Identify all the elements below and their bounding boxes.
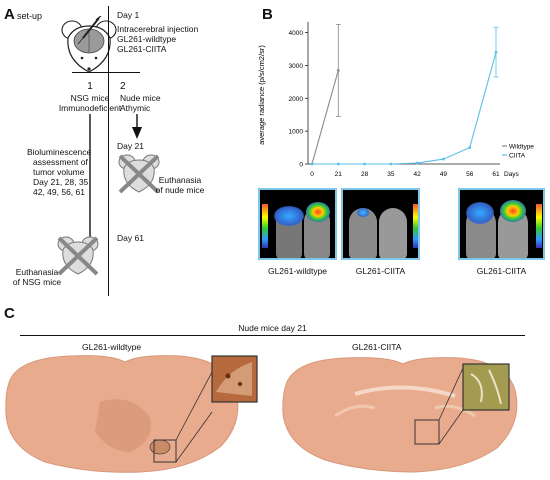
data-point-ciita — [389, 162, 393, 166]
day1-label: Day 1 — [117, 10, 140, 20]
x-tick-label: 56 — [466, 171, 474, 178]
image-label-ciita-1: GL261-CIITA — [355, 266, 406, 276]
euthanized-nsg-mouse-icon — [57, 236, 99, 276]
injection-line-1: Intracerebral injection — [117, 24, 199, 34]
euth-nsg-line-2: of NSG mice — [12, 277, 62, 287]
arm1-line-1: NSG mice — [70, 93, 110, 103]
biolum-line-3: tumor volume — [33, 167, 85, 177]
y-tick-label: 2000 — [289, 96, 304, 103]
y-tick-label: 0 — [299, 162, 303, 169]
panel-c-left-label: GL261-wildtype — [82, 342, 142, 352]
x-tick-label: 49 — [440, 171, 448, 178]
x-tick-label: 28 — [361, 171, 369, 178]
radiance-line-chart: 0 1000 2000 3000 4000 0 21 28 35 42 49 56 61 Days aver… — [257, 22, 534, 178]
biolum-line-2: assessment of — [33, 157, 88, 167]
panel-c-header-rule — [20, 335, 525, 336]
biolum-image-ciita-1 — [341, 188, 420, 260]
timeline-main — [108, 6, 110, 296]
biolum-line-1: Bioluminescence — [27, 147, 92, 157]
injection-line-2: GL261-wildtype — [117, 34, 177, 44]
legend-label-ciita: CIITA — [509, 153, 526, 160]
y-tick-label: 1000 — [289, 129, 304, 136]
series-line-ciita — [312, 52, 497, 165]
data-point-ciita — [442, 157, 445, 161]
biolum-image-wildtype — [258, 188, 337, 260]
data-point-ciita — [336, 162, 340, 166]
biolum-line-4: Day 21, 28, 35 — [33, 177, 89, 187]
image-label-ciita-2: GL261-CIITA — [476, 266, 527, 276]
data-point-ciita — [363, 162, 366, 166]
x-tick-label: 21 — [335, 171, 343, 178]
image-label-wildtype: GL261-wildtype — [267, 266, 328, 276]
panel-c-letter: C — [4, 305, 15, 322]
arm1-number: 1 — [87, 81, 93, 92]
injection-line-3: GL261-CIITA — [117, 44, 167, 54]
brain-section-ciita — [282, 357, 518, 473]
x-tick-label: 42 — [414, 171, 422, 178]
y-axis-label: average radiance (p/s/cm2/sr) — [257, 45, 266, 145]
arm2-line-1: Nude mice — [120, 93, 161, 103]
data-point-ciita — [310, 162, 314, 166]
arm-divider — [72, 72, 140, 73]
day61-label: Day 61 — [117, 233, 144, 243]
arm2-line-2: Athymic — [120, 103, 151, 113]
y-tick-label: 3000 — [289, 63, 304, 70]
euth-nude-line-2: of nude mice — [155, 185, 205, 195]
x-tick-label: 35 — [387, 171, 395, 178]
euthanized-nude-mouse-icon — [118, 154, 160, 194]
series-line-wildtype — [311, 70, 339, 165]
legend-label-wildtype: Wildtype — [509, 144, 534, 151]
panel-c-header: Nude mice day 21 — [238, 323, 307, 333]
panel-a-title: set-up — [17, 11, 43, 21]
data-point-ciita — [468, 146, 472, 149]
brain-section-wildtype — [5, 355, 258, 473]
panel-a-letter: A — [4, 6, 15, 23]
y-tick-label: 4000 — [289, 30, 304, 37]
arm2-arrow — [132, 114, 142, 139]
x-tick-label: 61 — [492, 171, 500, 178]
day21-label: Day 21 — [117, 141, 144, 151]
euth-nsg-line-1: Euthanasia — [15, 267, 59, 277]
panel-c-right-label: GL261-CIITA — [352, 342, 402, 352]
biolum-line-5: 42, 49, 56, 61 — [33, 187, 85, 197]
mouse-injection-illustration — [61, 16, 117, 73]
arm2-number: 2 — [120, 81, 126, 92]
data-point-ciita — [415, 161, 419, 165]
biolum-image-ciita-2 — [458, 188, 545, 260]
x-tick-label: 0 — [310, 171, 314, 178]
x-axis-label: Days — [504, 171, 520, 178]
arm1-line-2: Immunodeficient — [58, 103, 122, 113]
euth-nude-line-1: Euthanasia — [158, 175, 202, 185]
panel-b-letter: B — [262, 6, 273, 23]
